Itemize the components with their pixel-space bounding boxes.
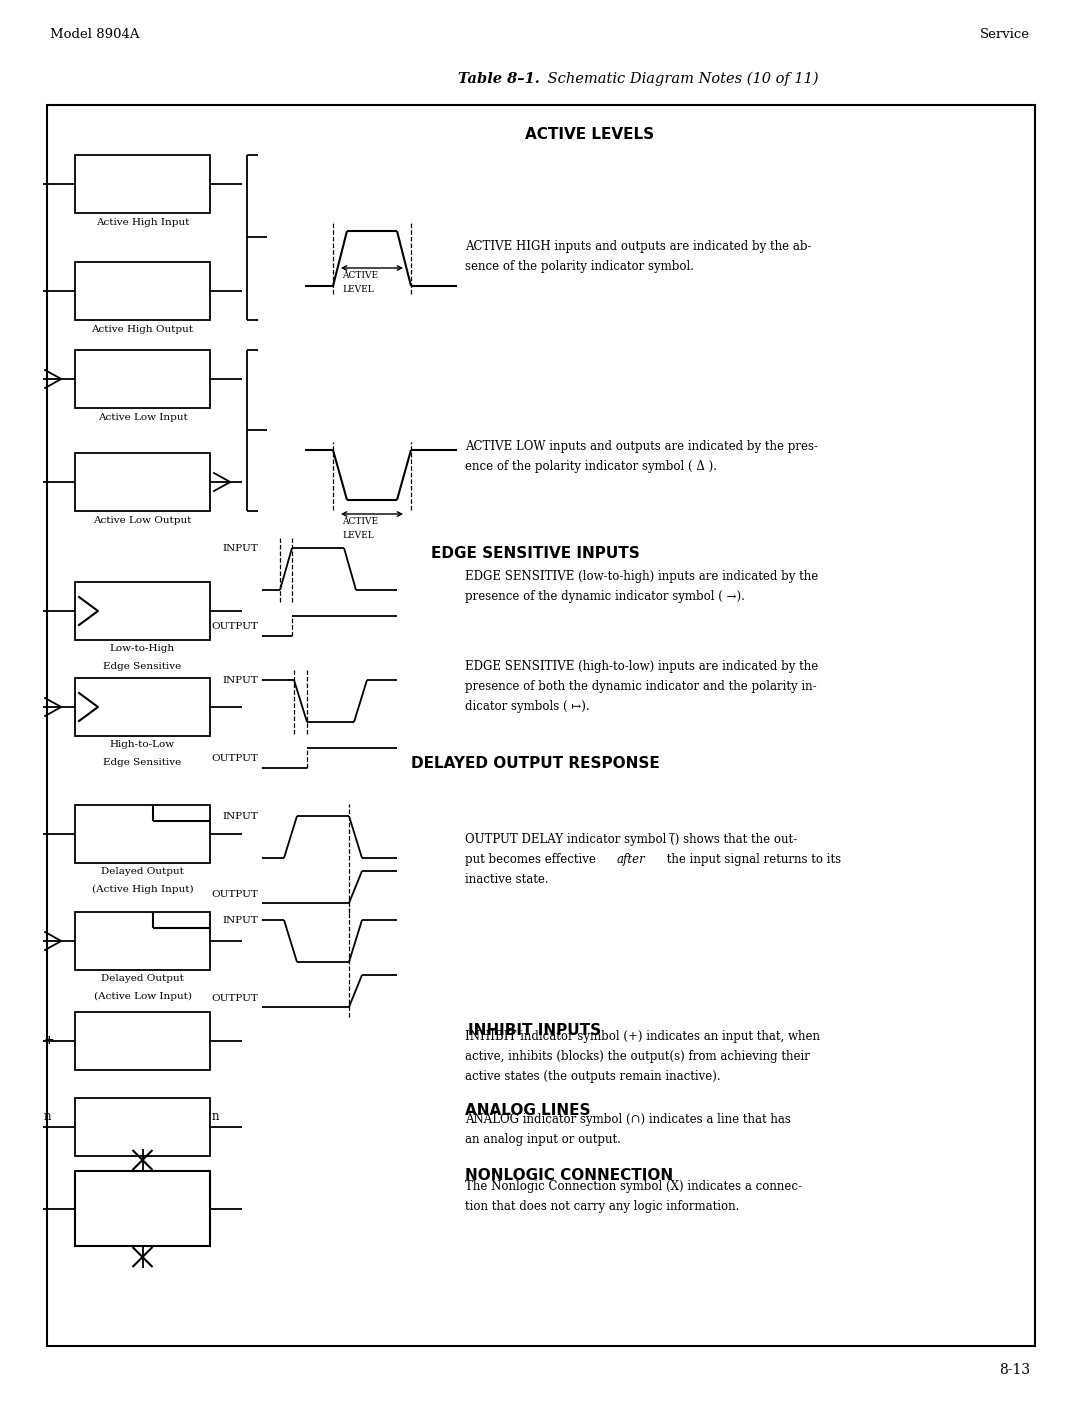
- Text: (Active High Input): (Active High Input): [92, 886, 193, 894]
- Text: 8-13: 8-13: [999, 1363, 1030, 1377]
- Text: INHIBIT indicator symbol (+) indicates an input that, when: INHIBIT indicator symbol (+) indicates a…: [465, 1031, 820, 1043]
- Text: Low-to-High: Low-to-High: [110, 643, 175, 653]
- Text: an analog input or output.: an analog input or output.: [465, 1133, 621, 1146]
- Text: inactive state.: inactive state.: [465, 873, 549, 886]
- Text: ANALOG LINES: ANALOG LINES: [465, 1102, 591, 1118]
- Text: Edge Sensitive: Edge Sensitive: [104, 758, 181, 767]
- Text: INPUT: INPUT: [222, 917, 258, 925]
- Text: Delayed Output: Delayed Output: [102, 867, 184, 876]
- Text: Edge Sensitive: Edge Sensitive: [104, 662, 181, 672]
- Text: INHIBIT INPUTS: INHIBIT INPUTS: [469, 1024, 602, 1038]
- Bar: [75, 582, 210, 641]
- Bar: [75, 805, 210, 863]
- Bar: [75, 1012, 210, 1070]
- Text: Active Low Input: Active Low Input: [97, 413, 187, 422]
- Text: INPUT: INPUT: [222, 543, 258, 553]
- Text: LEVEL: LEVEL: [342, 284, 374, 294]
- Text: OUTPUT: OUTPUT: [211, 994, 258, 1002]
- Bar: [75, 262, 210, 320]
- Bar: [48, 106, 1035, 1346]
- Text: EDGE SENSITIVE (low-to-high) inputs are indicated by the: EDGE SENSITIVE (low-to-high) inputs are …: [465, 570, 819, 583]
- Text: Schematic Diagram Notes (10 of 11): Schematic Diagram Notes (10 of 11): [543, 72, 819, 86]
- Text: INPUT: INPUT: [222, 812, 258, 821]
- Text: +: +: [44, 1035, 55, 1048]
- Text: active states (the outputs remain inactive).: active states (the outputs remain inacti…: [465, 1070, 720, 1083]
- Text: EDGE SENSITIVE (high-to-low) inputs are indicated by the: EDGE SENSITIVE (high-to-low) inputs are …: [465, 660, 819, 673]
- Text: Active Low Output: Active Low Output: [93, 515, 191, 525]
- Text: presence of both the dynamic indicator and the polarity in-: presence of both the dynamic indicator a…: [465, 680, 816, 693]
- Text: DELAYED OUTPUT RESPONSE: DELAYED OUTPUT RESPONSE: [410, 756, 660, 772]
- Text: after: after: [617, 853, 646, 866]
- Text: presence of the dynamic indicator symbol ( →).: presence of the dynamic indicator symbol…: [465, 590, 745, 603]
- Text: Delayed Output: Delayed Output: [102, 974, 184, 983]
- Text: n: n: [212, 1110, 219, 1124]
- Bar: [75, 453, 210, 511]
- Text: active, inhibits (blocks) the output(s) from achieving their: active, inhibits (blocks) the output(s) …: [465, 1050, 810, 1063]
- Text: sence of the polarity indicator symbol.: sence of the polarity indicator symbol.: [465, 260, 694, 273]
- Bar: [75, 912, 210, 970]
- Text: n: n: [44, 1110, 52, 1124]
- Text: The Nonlogic Connection symbol (X) indicates a connec-: The Nonlogic Connection symbol (X) indic…: [465, 1180, 802, 1193]
- Text: Service: Service: [980, 28, 1030, 41]
- Text: ACTIVE HIGH inputs and outputs are indicated by the ab-: ACTIVE HIGH inputs and outputs are indic…: [465, 239, 811, 253]
- Text: ence of the polarity indicator symbol ( Δ ).: ence of the polarity indicator symbol ( …: [465, 460, 717, 473]
- Text: tion that does not carry any logic information.: tion that does not carry any logic infor…: [465, 1200, 740, 1214]
- Text: EDGE SENSITIVE INPUTS: EDGE SENSITIVE INPUTS: [431, 546, 639, 560]
- Text: ACTIVE: ACTIVE: [342, 517, 378, 527]
- Text: Table 8–1.: Table 8–1.: [458, 72, 540, 86]
- Text: put becomes effective: put becomes effective: [465, 853, 599, 866]
- Bar: [75, 679, 210, 736]
- Bar: [75, 1098, 210, 1156]
- Text: ACTIVE LEVELS: ACTIVE LEVELS: [526, 127, 654, 142]
- Text: OUTPUT: OUTPUT: [211, 622, 258, 631]
- Text: the input signal returns to its: the input signal returns to its: [663, 853, 841, 866]
- Text: ACTIVE LOW inputs and outputs are indicated by the pres-: ACTIVE LOW inputs and outputs are indica…: [465, 439, 818, 453]
- Text: Model 8904A: Model 8904A: [50, 28, 139, 41]
- Text: LEVEL: LEVEL: [342, 531, 374, 541]
- Text: dicator symbols ( ↦).: dicator symbols ( ↦).: [465, 700, 590, 712]
- Bar: [75, 1171, 210, 1246]
- Text: OUTPUT: OUTPUT: [211, 890, 258, 898]
- Text: Active High Input: Active High Input: [96, 218, 189, 227]
- Text: INPUT: INPUT: [222, 676, 258, 686]
- Text: OUTPUT: OUTPUT: [211, 755, 258, 763]
- Bar: [75, 351, 210, 408]
- Text: ACTIVE: ACTIVE: [342, 270, 378, 280]
- Text: Active High Output: Active High Output: [92, 325, 193, 334]
- Text: NONLOGIC CONNECTION: NONLOGIC CONNECTION: [465, 1169, 673, 1183]
- Bar: [75, 155, 210, 213]
- Text: High-to-Low: High-to-Low: [110, 741, 175, 749]
- Text: OUTPUT DELAY indicator symbol (̅) shows that the out-: OUTPUT DELAY indicator symbol (̅) shows …: [465, 834, 797, 846]
- Text: ANALOG indicator symbol (∩) indicates a line that has: ANALOG indicator symbol (∩) indicates a …: [465, 1112, 791, 1126]
- Text: (Active Low Input): (Active Low Input): [94, 993, 191, 1001]
